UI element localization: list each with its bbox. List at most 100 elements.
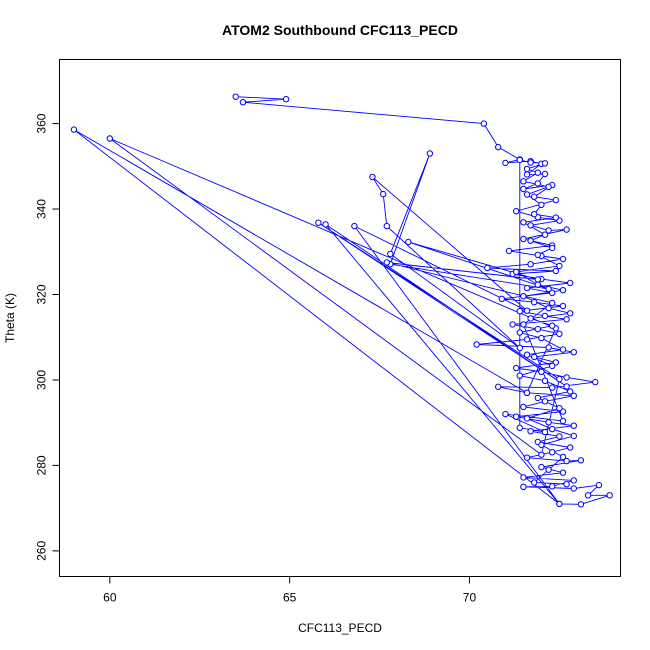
- data-point-150: [570, 432, 577, 440]
- data-point-26: [559, 255, 567, 263]
- x-axis: 60 65 70: [103, 576, 477, 605]
- data-point-132: [559, 287, 567, 294]
- data-point-62: [545, 419, 552, 426]
- data-point-68: [549, 449, 556, 456]
- data-point-77: [520, 483, 527, 490]
- y-tick-label-5: 360: [35, 113, 49, 133]
- data-point-14: [531, 193, 538, 200]
- data-point-139: [538, 334, 545, 342]
- data-point-88: [538, 451, 545, 458]
- data-point-11: [534, 180, 541, 187]
- data-point-29: [552, 267, 559, 275]
- data-point-103: [545, 285, 552, 293]
- data-point-119: [545, 183, 552, 191]
- data-point-154: [531, 479, 538, 486]
- data-point-63: [570, 422, 577, 429]
- data-point-142: [549, 362, 556, 370]
- data-point-97: [380, 190, 387, 198]
- y-tick-label-0: 260: [35, 541, 49, 561]
- data-point-37: [559, 302, 567, 310]
- data-point-64: [527, 428, 534, 435]
- data-point-110: [502, 410, 509, 418]
- data-point-120: [523, 191, 531, 198]
- data-point-87: [106, 135, 114, 142]
- data-point-1: [282, 96, 290, 103]
- data-point-146: [534, 394, 541, 402]
- data-point-136: [527, 315, 534, 322]
- data-point-53: [592, 378, 599, 386]
- data-point-118: [520, 178, 527, 185]
- data-point-108: [520, 321, 527, 328]
- data-point-134: [545, 305, 552, 312]
- data-point-98: [383, 222, 390, 230]
- data-point-121: [538, 201, 545, 209]
- series-lines: [73, 96, 610, 505]
- data-point-155: [563, 481, 570, 488]
- data-point-153: [545, 466, 552, 473]
- data-point-67: [567, 444, 574, 451]
- data-point-65: [556, 433, 563, 440]
- data-point-39: [541, 312, 549, 320]
- data-point-95: [523, 307, 531, 314]
- data-point-129: [556, 262, 563, 270]
- data-point-117: [534, 169, 541, 176]
- data-point-82: [577, 501, 585, 508]
- data-point-106: [383, 259, 390, 266]
- data-point-126: [527, 237, 534, 244]
- data-point-141: [523, 351, 531, 358]
- data-point-57: [570, 392, 577, 399]
- plot-frame: [59, 59, 621, 577]
- data-point-35: [498, 295, 505, 302]
- data-point-112: [516, 424, 523, 431]
- data-point-113: [516, 156, 523, 164]
- data-point-33: [523, 284, 531, 292]
- data-point-131: [534, 281, 541, 288]
- data-point-9: [523, 171, 531, 178]
- data-point-58: [541, 398, 549, 405]
- chart-title: ATOM2 Southbound CFC113_PECD: [222, 22, 458, 38]
- y-tick-label-2: 300: [35, 370, 49, 390]
- data-point-50: [513, 364, 520, 372]
- data-point-94: [351, 222, 358, 230]
- data-point-55: [495, 383, 502, 390]
- data-point-84: [70, 126, 78, 133]
- data-point-151: [538, 441, 545, 449]
- data-point-104: [405, 238, 412, 246]
- data-point-15: [552, 196, 559, 204]
- data-point-3: [480, 120, 487, 127]
- data-point-0: [232, 93, 239, 100]
- data-point-6: [502, 159, 509, 167]
- data-point-59: [520, 403, 527, 411]
- data-point-89: [556, 375, 563, 383]
- data-point-147: [556, 405, 563, 412]
- data-point-109: [559, 417, 567, 425]
- data-point-143: [516, 372, 523, 379]
- data-point-123: [552, 214, 559, 221]
- data-point-78: [570, 485, 577, 492]
- y-axis: 260 280 300 320 340 360: [35, 113, 60, 561]
- data-point-71: [577, 457, 585, 464]
- data-point-90: [315, 219, 322, 226]
- data-point-12: [520, 185, 527, 193]
- y-tick-label-3: 320: [35, 284, 49, 304]
- data-point-16: [513, 208, 520, 215]
- data-point-91: [563, 383, 570, 390]
- data-point-4: [495, 143, 502, 151]
- data-point-122: [531, 211, 538, 218]
- data-point-137: [549, 322, 556, 329]
- data-point-2: [239, 99, 247, 106]
- data-point-43: [556, 330, 563, 337]
- x-tick-label-2: 70: [463, 591, 477, 605]
- x-tick-label-1: 65: [283, 591, 297, 605]
- data-point-61: [513, 413, 520, 420]
- data-point-19: [527, 222, 534, 229]
- data-point-51: [538, 368, 545, 375]
- data-point-52: [563, 374, 570, 381]
- data-point-80: [584, 492, 592, 499]
- y-tick-label-4: 340: [35, 199, 49, 219]
- data-point-114: [527, 159, 534, 166]
- data-point-41: [509, 321, 516, 328]
- y-tick-label-1: 280: [35, 455, 49, 475]
- data-point-45: [473, 341, 480, 348]
- data-point-138: [516, 329, 523, 336]
